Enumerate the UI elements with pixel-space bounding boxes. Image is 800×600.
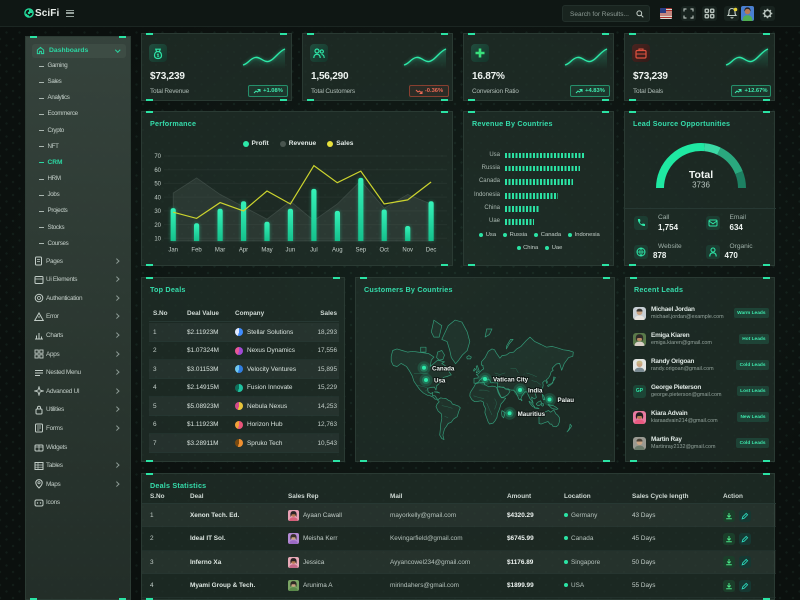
svg-text:Feb: Feb [191, 248, 202, 254]
svg-text:Canada: Canada [432, 365, 455, 372]
svg-text:Oct: Oct [380, 248, 390, 254]
svg-text:10: 10 [154, 237, 161, 243]
svg-text:40: 40 [154, 195, 161, 201]
svg-text:3736: 3736 [692, 181, 710, 190]
svg-text:Nov: Nov [402, 248, 413, 254]
svg-text:Total: Total [689, 169, 713, 181]
svg-text:60: 60 [154, 168, 161, 174]
svg-text:Dec: Dec [426, 248, 437, 254]
svg-text:Jul: Jul [310, 248, 318, 254]
svg-text:Palau: Palau [558, 397, 575, 404]
svg-text:50: 50 [154, 182, 161, 188]
svg-text:May: May [261, 248, 272, 254]
svg-text:70: 70 [154, 154, 161, 160]
svg-text:Aug: Aug [332, 248, 343, 254]
svg-text:Jan: Jan [168, 248, 178, 254]
svg-text:Vatican City: Vatican City [493, 377, 529, 384]
svg-text:30: 30 [154, 209, 161, 215]
svg-text:Mar: Mar [215, 248, 225, 254]
svg-text:India: India [528, 388, 543, 395]
svg-text:Mauritius: Mauritius [518, 411, 546, 418]
svg-text:Usa: Usa [434, 378, 446, 385]
svg-text:Apr: Apr [239, 248, 248, 254]
svg-text:Sep: Sep [355, 248, 366, 254]
svg-text:20: 20 [154, 223, 161, 229]
svg-text:Jun: Jun [286, 248, 296, 254]
